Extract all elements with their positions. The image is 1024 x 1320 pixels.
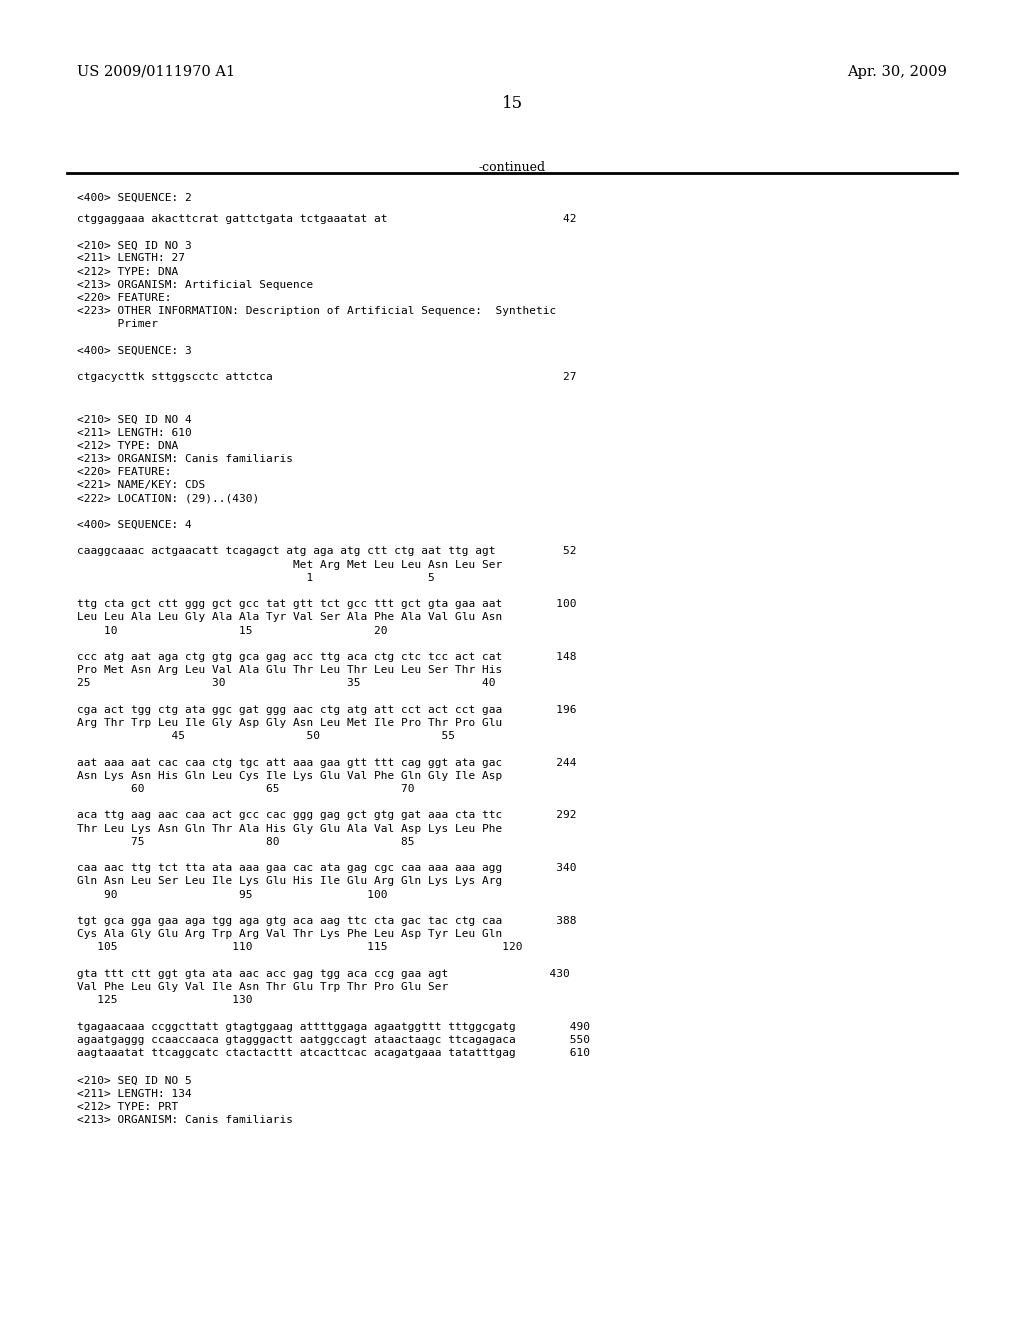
Text: US 2009/0111970 A1: US 2009/0111970 A1 (77, 65, 234, 79)
Text: Leu Leu Ala Leu Gly Ala Ala Tyr Val Ser Ala Phe Ala Val Glu Asn: Leu Leu Ala Leu Gly Ala Ala Tyr Val Ser … (77, 612, 502, 623)
Text: <400> SEQUENCE: 4: <400> SEQUENCE: 4 (77, 520, 191, 531)
Text: 15: 15 (502, 95, 522, 112)
Text: <220> FEATURE:: <220> FEATURE: (77, 467, 171, 478)
Text: agaatgaggg ccaaccaaca gtagggactt aatggccagt ataactaagc ttcagagaca        550: agaatgaggg ccaaccaaca gtagggactt aatggcc… (77, 1035, 590, 1045)
Text: caaggcaaac actgaacatt tcagagct atg aga atg ctt ctg aat ttg agt          52: caaggcaaac actgaacatt tcagagct atg aga a… (77, 546, 577, 557)
Text: 10                  15                  20: 10 15 20 (77, 626, 387, 636)
Text: caa aac ttg tct tta ata aaa gaa cac ata gag cgc caa aaa aaa agg        340: caa aac ttg tct tta ata aaa gaa cac ata … (77, 863, 577, 874)
Text: cga act tgg ctg ata ggc gat ggg aac ctg atg att cct act cct gaa        196: cga act tgg ctg ata ggc gat ggg aac ctg … (77, 705, 577, 715)
Text: <220> FEATURE:: <220> FEATURE: (77, 293, 171, 304)
Text: Gln Asn Leu Ser Leu Ile Lys Glu His Ile Glu Arg Gln Lys Lys Arg: Gln Asn Leu Ser Leu Ile Lys Glu His Ile … (77, 876, 502, 887)
Text: 60                  65                  70: 60 65 70 (77, 784, 415, 795)
Text: 25                  30                  35                  40: 25 30 35 40 (77, 678, 496, 689)
Text: 125                 130: 125 130 (77, 995, 252, 1006)
Text: tgagaacaaa ccggcttatt gtagtggaag attttggaga agaatggttt tttggcgatg        490: tgagaacaaa ccggcttatt gtagtggaag attttgg… (77, 1022, 590, 1032)
Text: <400> SEQUENCE: 2: <400> SEQUENCE: 2 (77, 193, 191, 203)
Text: <222> LOCATION: (29)..(430): <222> LOCATION: (29)..(430) (77, 494, 259, 504)
Text: ccc atg aat aga ctg gtg gca gag acc ttg aca ctg ctc tcc act cat        148: ccc atg aat aga ctg gtg gca gag acc ttg … (77, 652, 577, 663)
Text: <213> ORGANISM: Artificial Sequence: <213> ORGANISM: Artificial Sequence (77, 280, 313, 290)
Text: 105                 110                 115                 120: 105 110 115 120 (77, 942, 522, 953)
Text: ctgacycttk sttggscctc attctca                                           27: ctgacycttk sttggscctc attctca 27 (77, 372, 577, 383)
Text: aagtaaatat ttcaggcatc ctactacttt atcacttcac acagatgaaa tatatttgag        610: aagtaaatat ttcaggcatc ctactacttt atcactt… (77, 1048, 590, 1059)
Text: Thr Leu Lys Asn Gln Thr Ala His Gly Glu Ala Val Asp Lys Leu Phe: Thr Leu Lys Asn Gln Thr Ala His Gly Glu … (77, 824, 502, 834)
Text: tgt gca gga gaa aga tgg aga gtg aca aag ttc cta gac tac ctg caa        388: tgt gca gga gaa aga tgg aga gtg aca aag … (77, 916, 577, 927)
Text: <400> SEQUENCE: 3: <400> SEQUENCE: 3 (77, 346, 191, 356)
Text: <211> LENGTH: 27: <211> LENGTH: 27 (77, 253, 184, 264)
Text: <212> TYPE: PRT: <212> TYPE: PRT (77, 1102, 178, 1113)
Text: <213> ORGANISM: Canis familiaris: <213> ORGANISM: Canis familiaris (77, 1115, 293, 1126)
Text: Met Arg Met Leu Leu Asn Leu Ser: Met Arg Met Leu Leu Asn Leu Ser (77, 560, 502, 570)
Text: <221> NAME/KEY: CDS: <221> NAME/KEY: CDS (77, 480, 205, 491)
Text: <212> TYPE: DNA: <212> TYPE: DNA (77, 441, 178, 451)
Text: 90                  95                 100: 90 95 100 (77, 890, 387, 900)
Text: aat aaa aat cac caa ctg tgc att aaa gaa gtt ttt cag ggt ata gac        244: aat aaa aat cac caa ctg tgc att aaa gaa … (77, 758, 577, 768)
Text: -continued: -continued (478, 161, 546, 174)
Text: <212> TYPE: DNA: <212> TYPE: DNA (77, 267, 178, 277)
Text: ctggaggaaa akacttcrat gattctgata tctgaaatat at                          42: ctggaggaaa akacttcrat gattctgata tctgaaa… (77, 214, 577, 224)
Text: Primer: Primer (77, 319, 158, 330)
Text: <223> OTHER INFORMATION: Description of Artificial Sequence:  Synthetic: <223> OTHER INFORMATION: Description of … (77, 306, 556, 317)
Text: aca ttg aag aac caa act gcc cac ggg gag gct gtg gat aaa cta ttc        292: aca ttg aag aac caa act gcc cac ggg gag … (77, 810, 577, 821)
Text: Asn Lys Asn His Gln Leu Cys Ile Lys Glu Val Phe Gln Gly Ile Asp: Asn Lys Asn His Gln Leu Cys Ile Lys Glu … (77, 771, 502, 781)
Text: <211> LENGTH: 610: <211> LENGTH: 610 (77, 428, 191, 438)
Text: gta ttt ctt ggt gta ata aac acc gag tgg aca ccg gaa agt               430: gta ttt ctt ggt gta ata aac acc gag tgg … (77, 969, 569, 979)
Text: <210> SEQ ID NO 5: <210> SEQ ID NO 5 (77, 1076, 191, 1086)
Text: Pro Met Asn Arg Leu Val Ala Glu Thr Leu Thr Leu Leu Ser Thr His: Pro Met Asn Arg Leu Val Ala Glu Thr Leu … (77, 665, 502, 676)
Text: <211> LENGTH: 134: <211> LENGTH: 134 (77, 1089, 191, 1100)
Text: <213> ORGANISM: Canis familiaris: <213> ORGANISM: Canis familiaris (77, 454, 293, 465)
Text: <210> SEQ ID NO 4: <210> SEQ ID NO 4 (77, 414, 191, 425)
Text: Cys Ala Gly Glu Arg Trp Arg Val Thr Lys Phe Leu Asp Tyr Leu Gln: Cys Ala Gly Glu Arg Trp Arg Val Thr Lys … (77, 929, 502, 940)
Text: 1                 5: 1 5 (77, 573, 434, 583)
Text: Val Phe Leu Gly Val Ile Asn Thr Glu Trp Thr Pro Glu Ser: Val Phe Leu Gly Val Ile Asn Thr Glu Trp … (77, 982, 449, 993)
Text: <210> SEQ ID NO 3: <210> SEQ ID NO 3 (77, 240, 191, 251)
Text: 45                  50                  55: 45 50 55 (77, 731, 455, 742)
Text: 75                  80                  85: 75 80 85 (77, 837, 415, 847)
Text: Arg Thr Trp Leu Ile Gly Asp Gly Asn Leu Met Ile Pro Thr Pro Glu: Arg Thr Trp Leu Ile Gly Asp Gly Asn Leu … (77, 718, 502, 729)
Text: ttg cta gct ctt ggg gct gcc tat gtt tct gcc ttt gct gta gaa aat        100: ttg cta gct ctt ggg gct gcc tat gtt tct … (77, 599, 577, 610)
Text: Apr. 30, 2009: Apr. 30, 2009 (847, 65, 947, 79)
